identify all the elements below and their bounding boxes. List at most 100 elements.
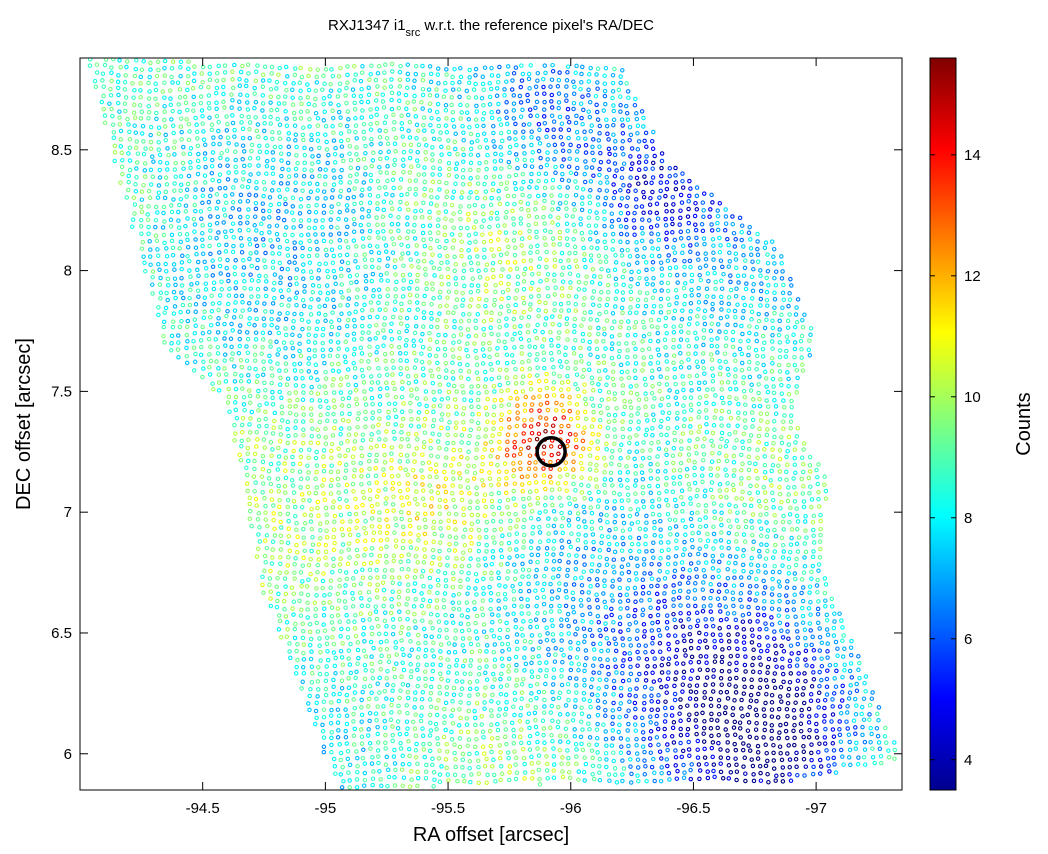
data-point-475 — [396, 105, 402, 111]
data-point-3678 — [523, 394, 529, 400]
data-point-1256 — [254, 185, 259, 191]
data-point-3647 — [287, 398, 292, 403]
data-point-999 — [552, 157, 557, 162]
data-point-1441 — [497, 201, 503, 207]
data-point-4715 — [367, 496, 373, 502]
data-point-3446 — [520, 374, 526, 379]
data-point-2166 — [392, 264, 398, 270]
data-point-964 — [285, 160, 291, 166]
data-point-4222 — [679, 446, 684, 451]
data-point-3067 — [777, 340, 783, 345]
data-point-1427 — [388, 200, 394, 205]
data-point-2472 — [787, 291, 792, 296]
data-point-4657 — [511, 488, 516, 494]
data-point-2687 — [489, 310, 494, 316]
data-point-974 — [361, 156, 367, 162]
data-point-2042 — [741, 253, 746, 258]
data-point-4517 — [617, 477, 623, 483]
data-point-3568 — [263, 387, 268, 393]
data-point-4589 — [579, 482, 584, 488]
data-point-3381 — [632, 368, 638, 373]
data-point-529 — [262, 114, 267, 120]
data-point-3953 — [347, 426, 352, 431]
data-point-469 — [352, 107, 358, 112]
data-point-3295 — [596, 360, 601, 366]
data-point-4362 — [594, 462, 599, 468]
data-point-4397 — [283, 468, 288, 473]
data-point-2439 — [536, 287, 541, 293]
data-point-1997 — [400, 251, 405, 256]
data-point-3778 — [711, 401, 716, 407]
data-point-1696 — [624, 224, 629, 230]
data-point-2968 — [679, 329, 684, 334]
data-point-1649 — [267, 224, 272, 229]
data-point-1059 — [460, 167, 466, 173]
data-point-1914 — [405, 243, 411, 249]
data-point-1754 — [449, 232, 455, 237]
data-point-619 — [399, 121, 405, 126]
data-point-4822 — [595, 504, 601, 509]
data-point-3453 — [574, 372, 580, 377]
data-point-3195 — [465, 353, 471, 359]
data-point-2397 — [219, 287, 224, 292]
data-point-859 — [590, 144, 595, 150]
data-point-2418 — [376, 287, 382, 293]
data-point-4547 — [261, 481, 266, 486]
data-point-1270 — [360, 187, 365, 193]
data-point-3917 — [636, 419, 641, 425]
data-point-2920 — [313, 333, 318, 338]
data-point-431 — [603, 101, 608, 107]
data-point-3036 — [541, 337, 547, 342]
data-point-234 — [177, 87, 183, 92]
data-point-928 — [567, 148, 572, 154]
data-point-3512 — [430, 380, 436, 386]
data-point-2495 — [324, 297, 330, 302]
data-point-4476 — [305, 476, 310, 481]
data-point-730 — [156, 140, 161, 145]
data-point-992 — [498, 158, 504, 163]
data-point-3779 — [720, 400, 726, 406]
data-point-1983 — [292, 254, 298, 260]
data-point-223 — [93, 84, 99, 90]
data-point-3279 — [474, 362, 480, 368]
data-point-3891 — [439, 417, 444, 422]
data-point-255 — [337, 88, 342, 93]
data-point-1264 — [315, 188, 321, 193]
data-point-1382 — [633, 197, 639, 202]
data-point-4738 — [543, 495, 548, 501]
data-point-87 — [132, 73, 138, 79]
data-point-2007 — [475, 254, 480, 259]
data-point-1204 — [430, 179, 436, 185]
data-point-22 — [156, 67, 161, 73]
data-point-2497 — [340, 295, 345, 300]
data-point-4311 — [784, 454, 789, 460]
data-point-2713 — [688, 309, 694, 314]
data-point-1497 — [329, 209, 334, 215]
data-point-1263 — [308, 189, 314, 195]
data-point-1164 — [126, 179, 131, 185]
data-point-1624 — [692, 213, 698, 219]
data-point-2304 — [157, 282, 163, 287]
data-point-3824 — [491, 412, 496, 418]
data-point-977 — [384, 156, 390, 161]
data-point-2023 — [596, 253, 602, 259]
data-point-3559 — [786, 384, 791, 389]
data-point-4240 — [245, 451, 250, 456]
data-point-3319 — [776, 362, 782, 368]
data-point-1504 — [381, 207, 387, 213]
data-point-4976 — [612, 519, 618, 525]
data-point-1308 — [650, 189, 655, 195]
data-point-3297 — [611, 361, 616, 367]
data-point-2136 — [163, 268, 169, 274]
data-point-1367 — [520, 192, 525, 198]
data-point-605 — [292, 123, 298, 128]
data-point-4663 — [557, 487, 562, 492]
data-point-4079 — [732, 430, 738, 435]
data-point-4516 — [608, 477, 614, 483]
data-point-1243 — [156, 190, 162, 195]
data-point-2059 — [225, 257, 230, 263]
data-point-2649 — [202, 309, 207, 314]
data-point-2741 — [254, 316, 259, 322]
data-point-3187 — [403, 351, 409, 356]
data-point-2987 — [169, 341, 174, 346]
